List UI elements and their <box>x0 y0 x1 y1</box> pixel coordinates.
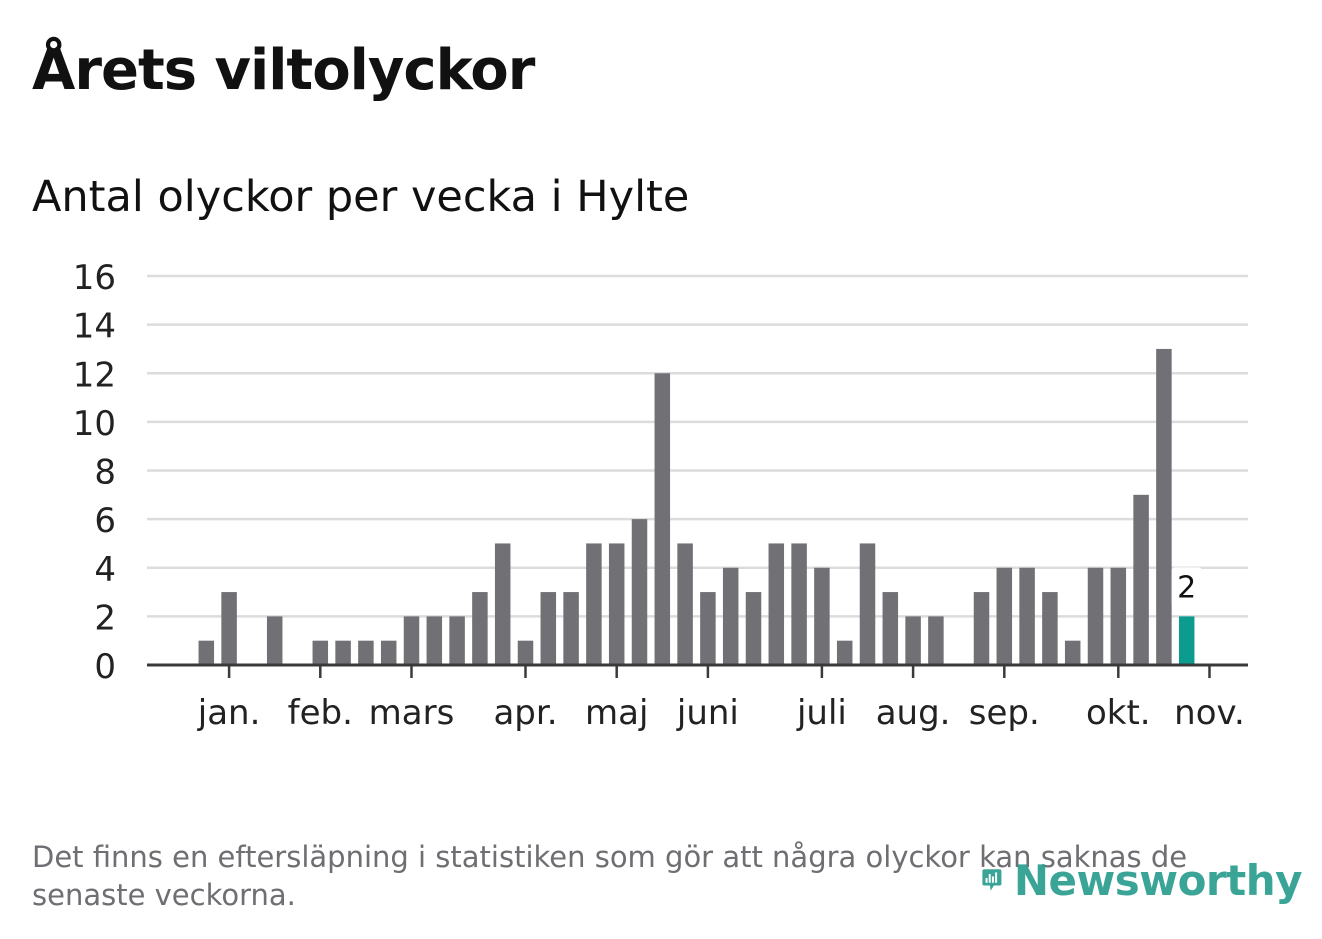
bar <box>472 592 488 665</box>
gridlines <box>147 274 1248 618</box>
bar <box>700 592 716 665</box>
brand-logo: Newsworthy <box>982 848 1303 912</box>
y-tick-label: 8 <box>94 453 116 493</box>
bar <box>814 567 830 665</box>
footnote: Det finns en eftersläpning i statistiken… <box>32 840 1188 912</box>
bar <box>358 640 374 665</box>
bar <box>1110 567 1127 665</box>
bar-highlight <box>1178 616 1195 665</box>
bars <box>198 348 1195 665</box>
bar <box>928 616 944 665</box>
y-axis-ticks: 0 2 4 6 8 10 12 14 16 <box>73 258 116 687</box>
y-tick-label: 12 <box>73 355 116 395</box>
bar <box>677 543 693 665</box>
bar <box>563 592 579 665</box>
chart-title: Årets viltolyckor <box>32 38 535 103</box>
bar <box>540 592 557 665</box>
x-tick-label: juli <box>796 693 847 733</box>
x-tick-label: feb. <box>288 693 353 733</box>
data-label-background <box>1171 567 1202 606</box>
x-tick-label: apr. <box>493 693 557 733</box>
bar <box>608 543 625 665</box>
bar <box>654 373 671 665</box>
bar <box>631 519 648 665</box>
y-tick-label: 6 <box>94 501 116 541</box>
y-tick-label: 2 <box>94 598 116 638</box>
y-tick-label: 14 <box>73 307 116 347</box>
bar <box>221 592 237 665</box>
bar <box>517 640 534 665</box>
bar <box>1042 592 1058 665</box>
bar <box>722 567 739 665</box>
y-tick-label: 10 <box>73 404 116 444</box>
bar <box>1087 567 1104 665</box>
chart-subtitle: Antal olyckor per vecka i Hylte <box>32 172 690 222</box>
x-tick-label: maj <box>585 693 648 733</box>
bar <box>768 543 785 665</box>
y-tick-label: 16 <box>73 258 116 298</box>
x-tick-label: nov. <box>1174 693 1245 733</box>
data-labels: 2 <box>1171 567 1202 606</box>
bar <box>586 543 602 665</box>
x-tick-label: sep. <box>969 693 1040 733</box>
bar <box>859 543 876 665</box>
x-axis: jan. feb. mars apr. maj juni juli aug. sep. okt. n… <box>147 663 1248 733</box>
bar <box>449 616 465 665</box>
bar <box>905 616 921 665</box>
bar <box>426 616 443 665</box>
bar <box>836 640 853 665</box>
bar <box>1019 567 1035 665</box>
bar <box>791 543 807 665</box>
bar <box>1156 348 1172 665</box>
bar <box>494 543 511 665</box>
y-tick-label: 4 <box>94 550 116 590</box>
bar <box>403 616 420 665</box>
bar <box>996 567 1013 665</box>
x-tick-label: okt. <box>1086 693 1151 733</box>
bar <box>1133 494 1149 665</box>
x-tick-label: juni <box>676 693 739 733</box>
x-tick-label: aug. <box>876 693 951 733</box>
x-tick-label: jan. <box>197 693 261 733</box>
bar <box>973 592 990 665</box>
bar <box>335 640 351 665</box>
bar <box>745 592 762 665</box>
bar <box>198 640 215 665</box>
bar <box>882 592 899 665</box>
bar <box>380 640 397 665</box>
newsworthy-logo-icon <box>982 869 1002 891</box>
y-tick-label: 0 <box>94 647 116 687</box>
bar <box>266 616 283 665</box>
data-label: 2 <box>1177 570 1196 605</box>
bar <box>1064 640 1081 665</box>
x-tick-label: mars <box>369 693 455 733</box>
brand-name: Newsworthy <box>1013 855 1303 905</box>
bar <box>312 640 329 665</box>
